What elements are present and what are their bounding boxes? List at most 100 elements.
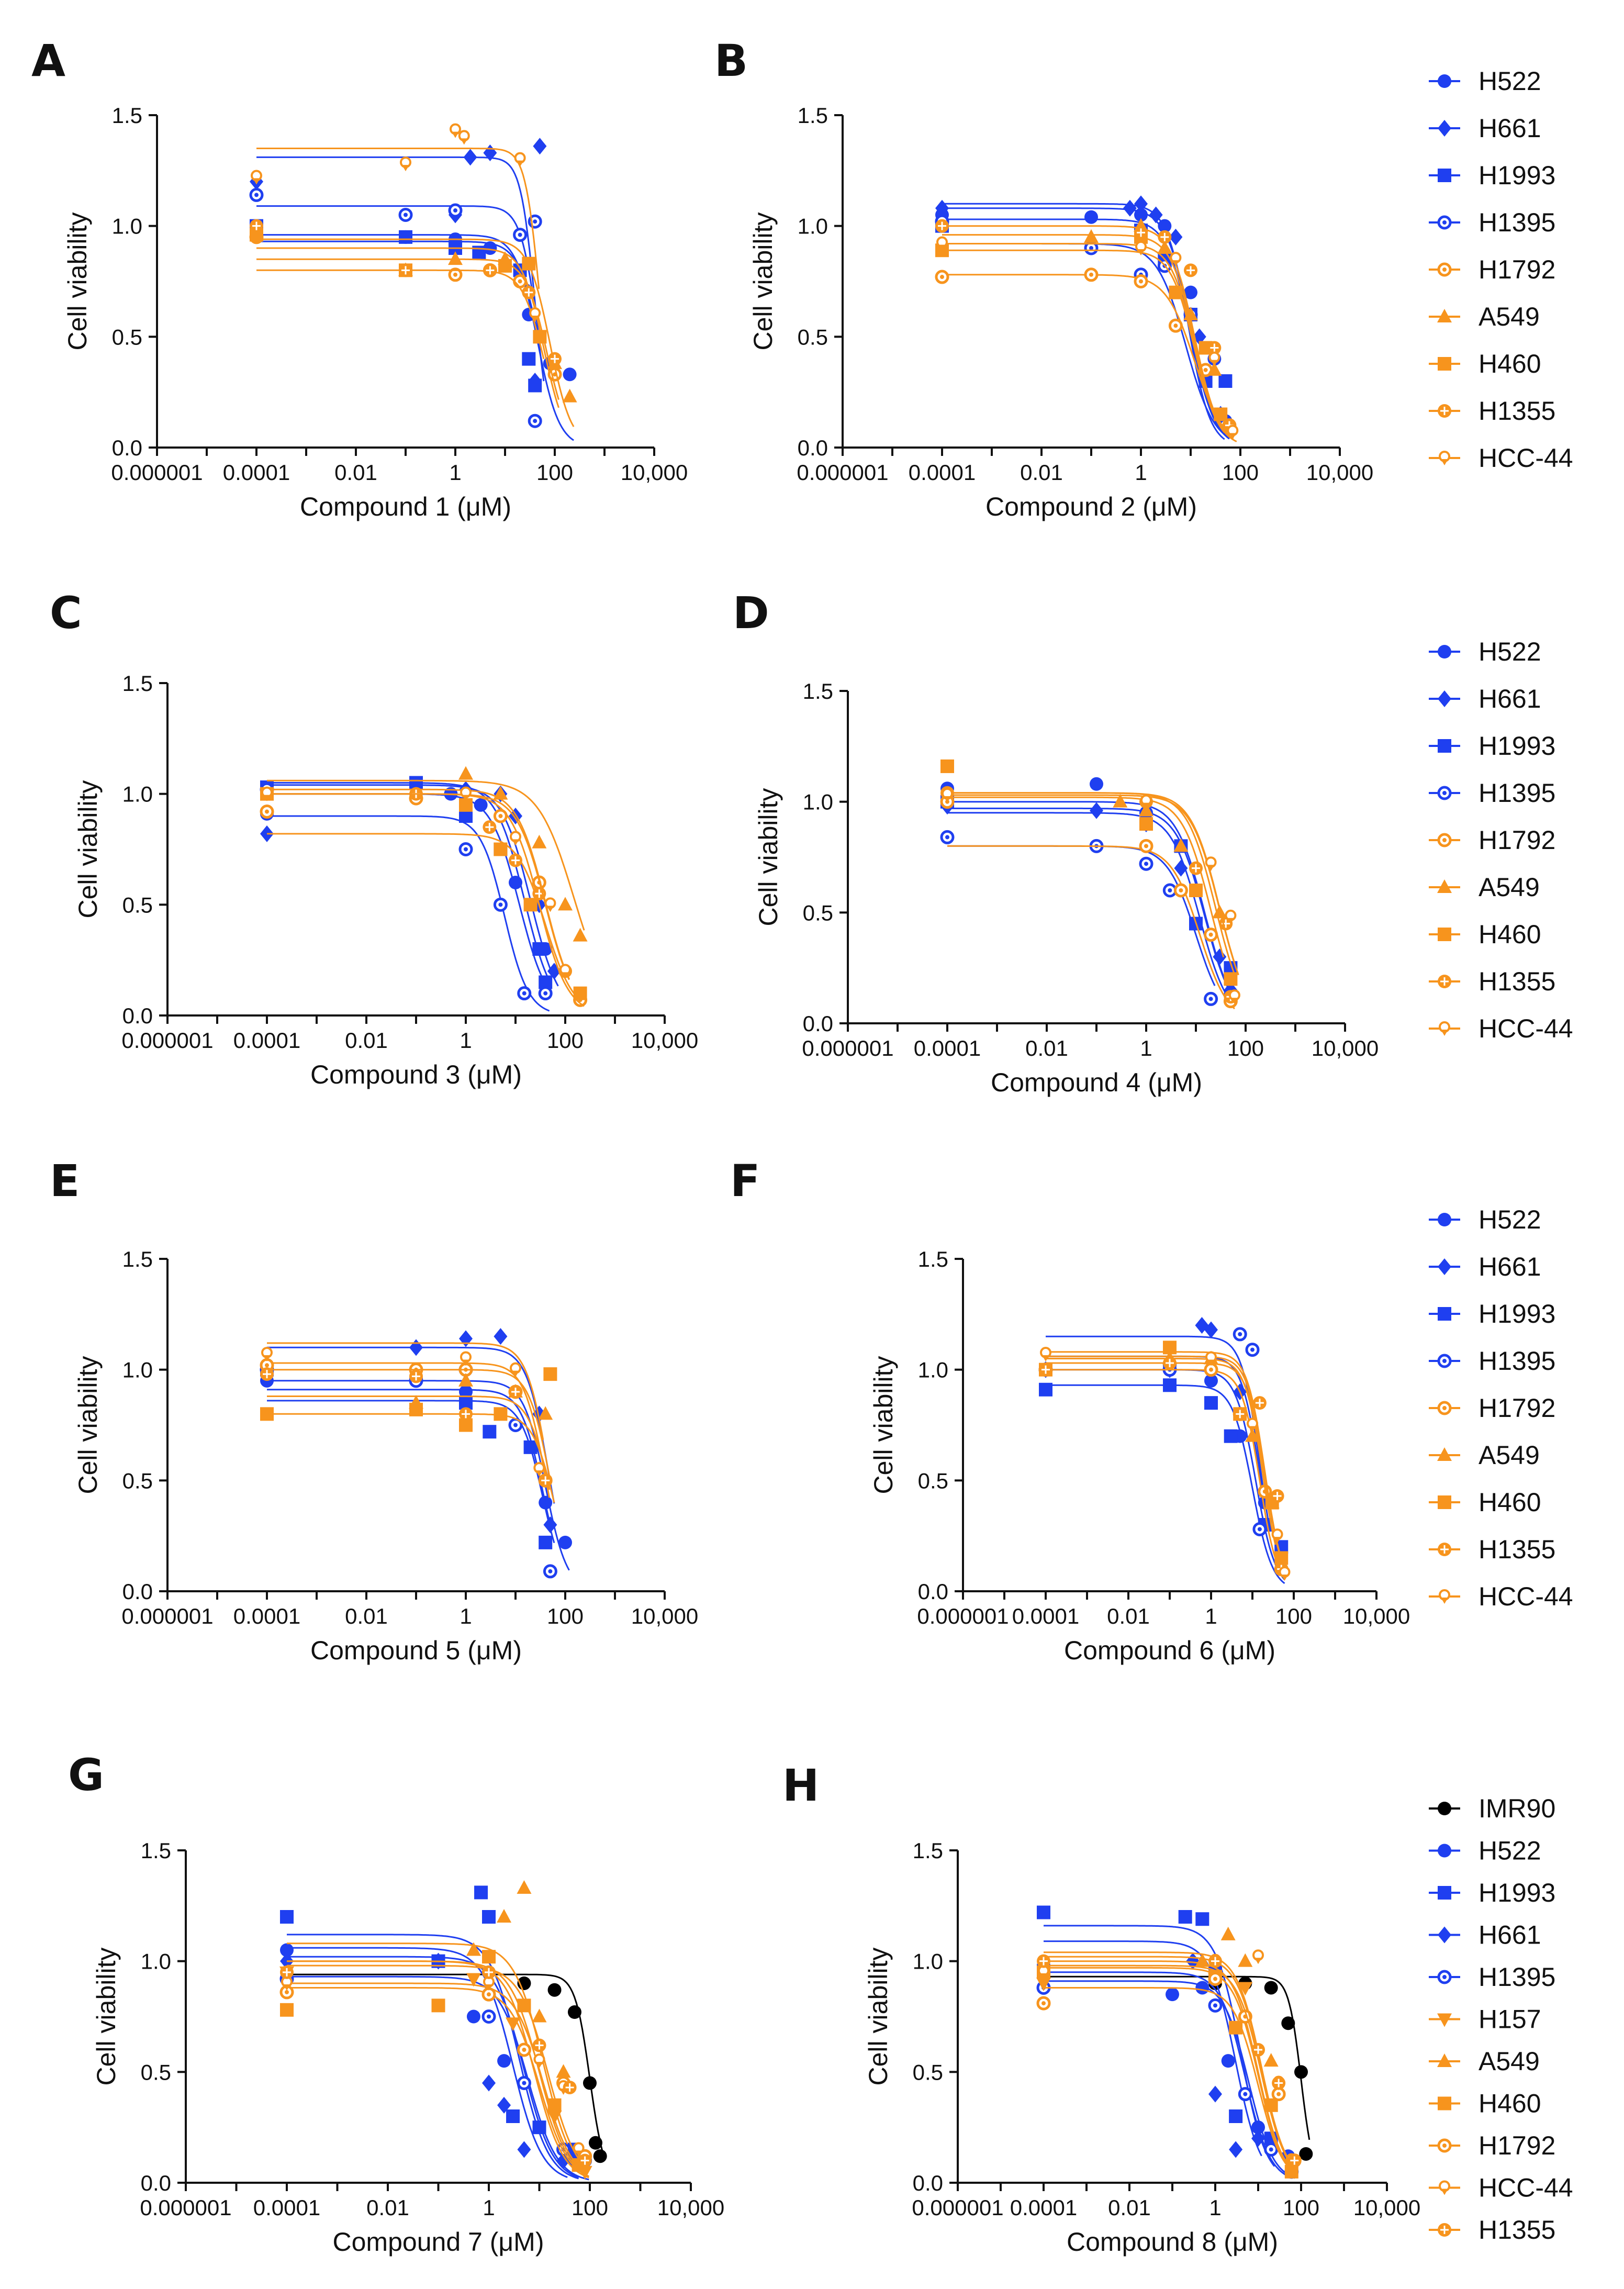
data-point bbox=[1184, 263, 1197, 277]
x-tick-label: 0.01 bbox=[334, 460, 377, 485]
data-point bbox=[1163, 1378, 1177, 1392]
legend-marker bbox=[1437, 833, 1452, 847]
data-point bbox=[260, 1367, 274, 1381]
data-point bbox=[460, 786, 472, 801]
data-point bbox=[399, 263, 412, 277]
data-point bbox=[1238, 1982, 1253, 1996]
legend-marker bbox=[1437, 2053, 1452, 2067]
data-point bbox=[532, 2008, 547, 2023]
x-axis-label: Compound 5 (μM) bbox=[310, 1636, 522, 1665]
x-tick-label: 100 bbox=[1275, 1604, 1312, 1628]
data-point bbox=[1205, 1351, 1217, 1366]
data-point bbox=[1037, 1905, 1050, 1919]
data-point bbox=[1158, 230, 1172, 244]
data-point bbox=[1173, 883, 1188, 898]
data-point bbox=[1204, 991, 1218, 1006]
x-tick-label: 0.000001 bbox=[111, 460, 203, 485]
data-point bbox=[458, 842, 473, 856]
series-H1355 bbox=[250, 219, 562, 400]
fit-curve bbox=[1044, 1964, 1296, 2170]
data-point bbox=[573, 986, 587, 1000]
legend-label: H522 bbox=[1479, 1836, 1541, 1866]
data-point bbox=[1245, 1428, 1260, 1442]
data-point bbox=[1139, 802, 1153, 817]
data-point bbox=[409, 1339, 423, 1356]
panel-C: C 0.0 0.5 1.0 1.5 0.000001 0.0001 0.01 1 100 10,00… bbox=[50, 587, 698, 1089]
data-point bbox=[1170, 252, 1182, 267]
legend-entry: H522 bbox=[1429, 1205, 1541, 1234]
data-point bbox=[517, 1880, 532, 1894]
y-tick-label: 0.5 bbox=[918, 1468, 948, 1493]
legend-marker bbox=[1438, 1307, 1451, 1321]
legend-marker bbox=[1438, 1258, 1451, 1275]
legend-leg-AB: H522 H661 H1993 H1395 H1792 A549 H460 H1355 HCC-… bbox=[1429, 66, 1573, 473]
data-point bbox=[280, 1910, 294, 1924]
data-point bbox=[1299, 2147, 1313, 2161]
x-tick-label: 0.000001 bbox=[121, 1028, 213, 1053]
fit-curve bbox=[287, 1973, 605, 2158]
data-point bbox=[528, 214, 542, 229]
series-HCC-44 bbox=[261, 1342, 545, 1477]
data-point bbox=[1208, 2085, 1222, 2103]
data-point bbox=[494, 842, 508, 856]
x-tick-label: 10,000 bbox=[1306, 460, 1373, 485]
data-point bbox=[1113, 794, 1128, 808]
data-point bbox=[1037, 1954, 1050, 1968]
panel-label: C bbox=[50, 587, 82, 639]
data-point bbox=[1229, 2141, 1243, 2158]
fit-curve bbox=[267, 1389, 551, 1522]
legend-marker bbox=[1437, 2013, 1452, 2027]
y-tick-label: 1.5 bbox=[122, 1247, 153, 1271]
data-point bbox=[280, 1943, 294, 1957]
legend-label: A549 bbox=[1479, 1441, 1540, 1470]
y-tick-label: 1.5 bbox=[918, 1247, 948, 1271]
panel-label: D bbox=[733, 587, 769, 639]
fit-curve bbox=[1046, 1369, 1285, 1579]
legend-label: H1355 bbox=[1479, 396, 1555, 426]
x-axis-label: Compound 3 (μM) bbox=[310, 1060, 522, 1089]
series-H1993 bbox=[260, 776, 553, 989]
data-point bbox=[482, 1965, 496, 1979]
y-tick-label: 0.5 bbox=[798, 325, 828, 349]
data-point bbox=[260, 805, 274, 819]
legend-entry: H1395 bbox=[1429, 208, 1555, 237]
fit-curve bbox=[942, 243, 1237, 442]
legend-marker bbox=[1438, 357, 1451, 371]
x-tick-label: 1 bbox=[1135, 460, 1147, 485]
legend-marker bbox=[1437, 1401, 1452, 1415]
data-point bbox=[1233, 1407, 1247, 1421]
data-point bbox=[250, 219, 263, 233]
legend-marker bbox=[1439, 2180, 1450, 2195]
legend-marker bbox=[1438, 120, 1451, 137]
data-point bbox=[1173, 838, 1189, 852]
fit-curve bbox=[267, 1342, 544, 1441]
data-point bbox=[1228, 989, 1240, 1004]
legend-entry: IMR90 bbox=[1429, 1794, 1555, 1823]
legend-entry: H522 bbox=[1429, 66, 1541, 96]
x-tick-label: 100 bbox=[547, 1028, 584, 1053]
series-H1993 bbox=[250, 219, 542, 393]
fit-curve bbox=[287, 1975, 589, 2181]
x-axis-label: Compound 1 (μM) bbox=[300, 492, 511, 521]
y-axis-label: Cell viability bbox=[73, 780, 103, 919]
data-point bbox=[935, 219, 949, 233]
legend-leg-EF: H522 H661 H1993 H1395 H1792 A549 H460 H1355 HCC-… bbox=[1429, 1205, 1573, 1611]
legend-label: H661 bbox=[1479, 1252, 1541, 1281]
y-tick-label: 1.0 bbox=[122, 1358, 153, 1382]
data-point bbox=[1238, 1953, 1253, 1967]
data-point bbox=[942, 787, 953, 802]
data-point bbox=[261, 1347, 273, 1362]
series-H1792 bbox=[940, 795, 1238, 1010]
data-point bbox=[1251, 2043, 1265, 2057]
data-point bbox=[517, 2141, 531, 2158]
legend-label: IMR90 bbox=[1479, 1794, 1555, 1823]
fit-curve bbox=[267, 1395, 551, 1490]
legend-label: HCC-44 bbox=[1479, 2173, 1573, 2203]
fit-curve bbox=[256, 240, 540, 341]
legend-entry: H661 bbox=[1429, 1920, 1541, 1950]
legend-label: A549 bbox=[1479, 302, 1540, 331]
legend-label: H1993 bbox=[1479, 161, 1555, 190]
data-point bbox=[522, 352, 536, 366]
data-point bbox=[1134, 195, 1148, 213]
legend-entry: H1993 bbox=[1429, 1878, 1555, 1907]
